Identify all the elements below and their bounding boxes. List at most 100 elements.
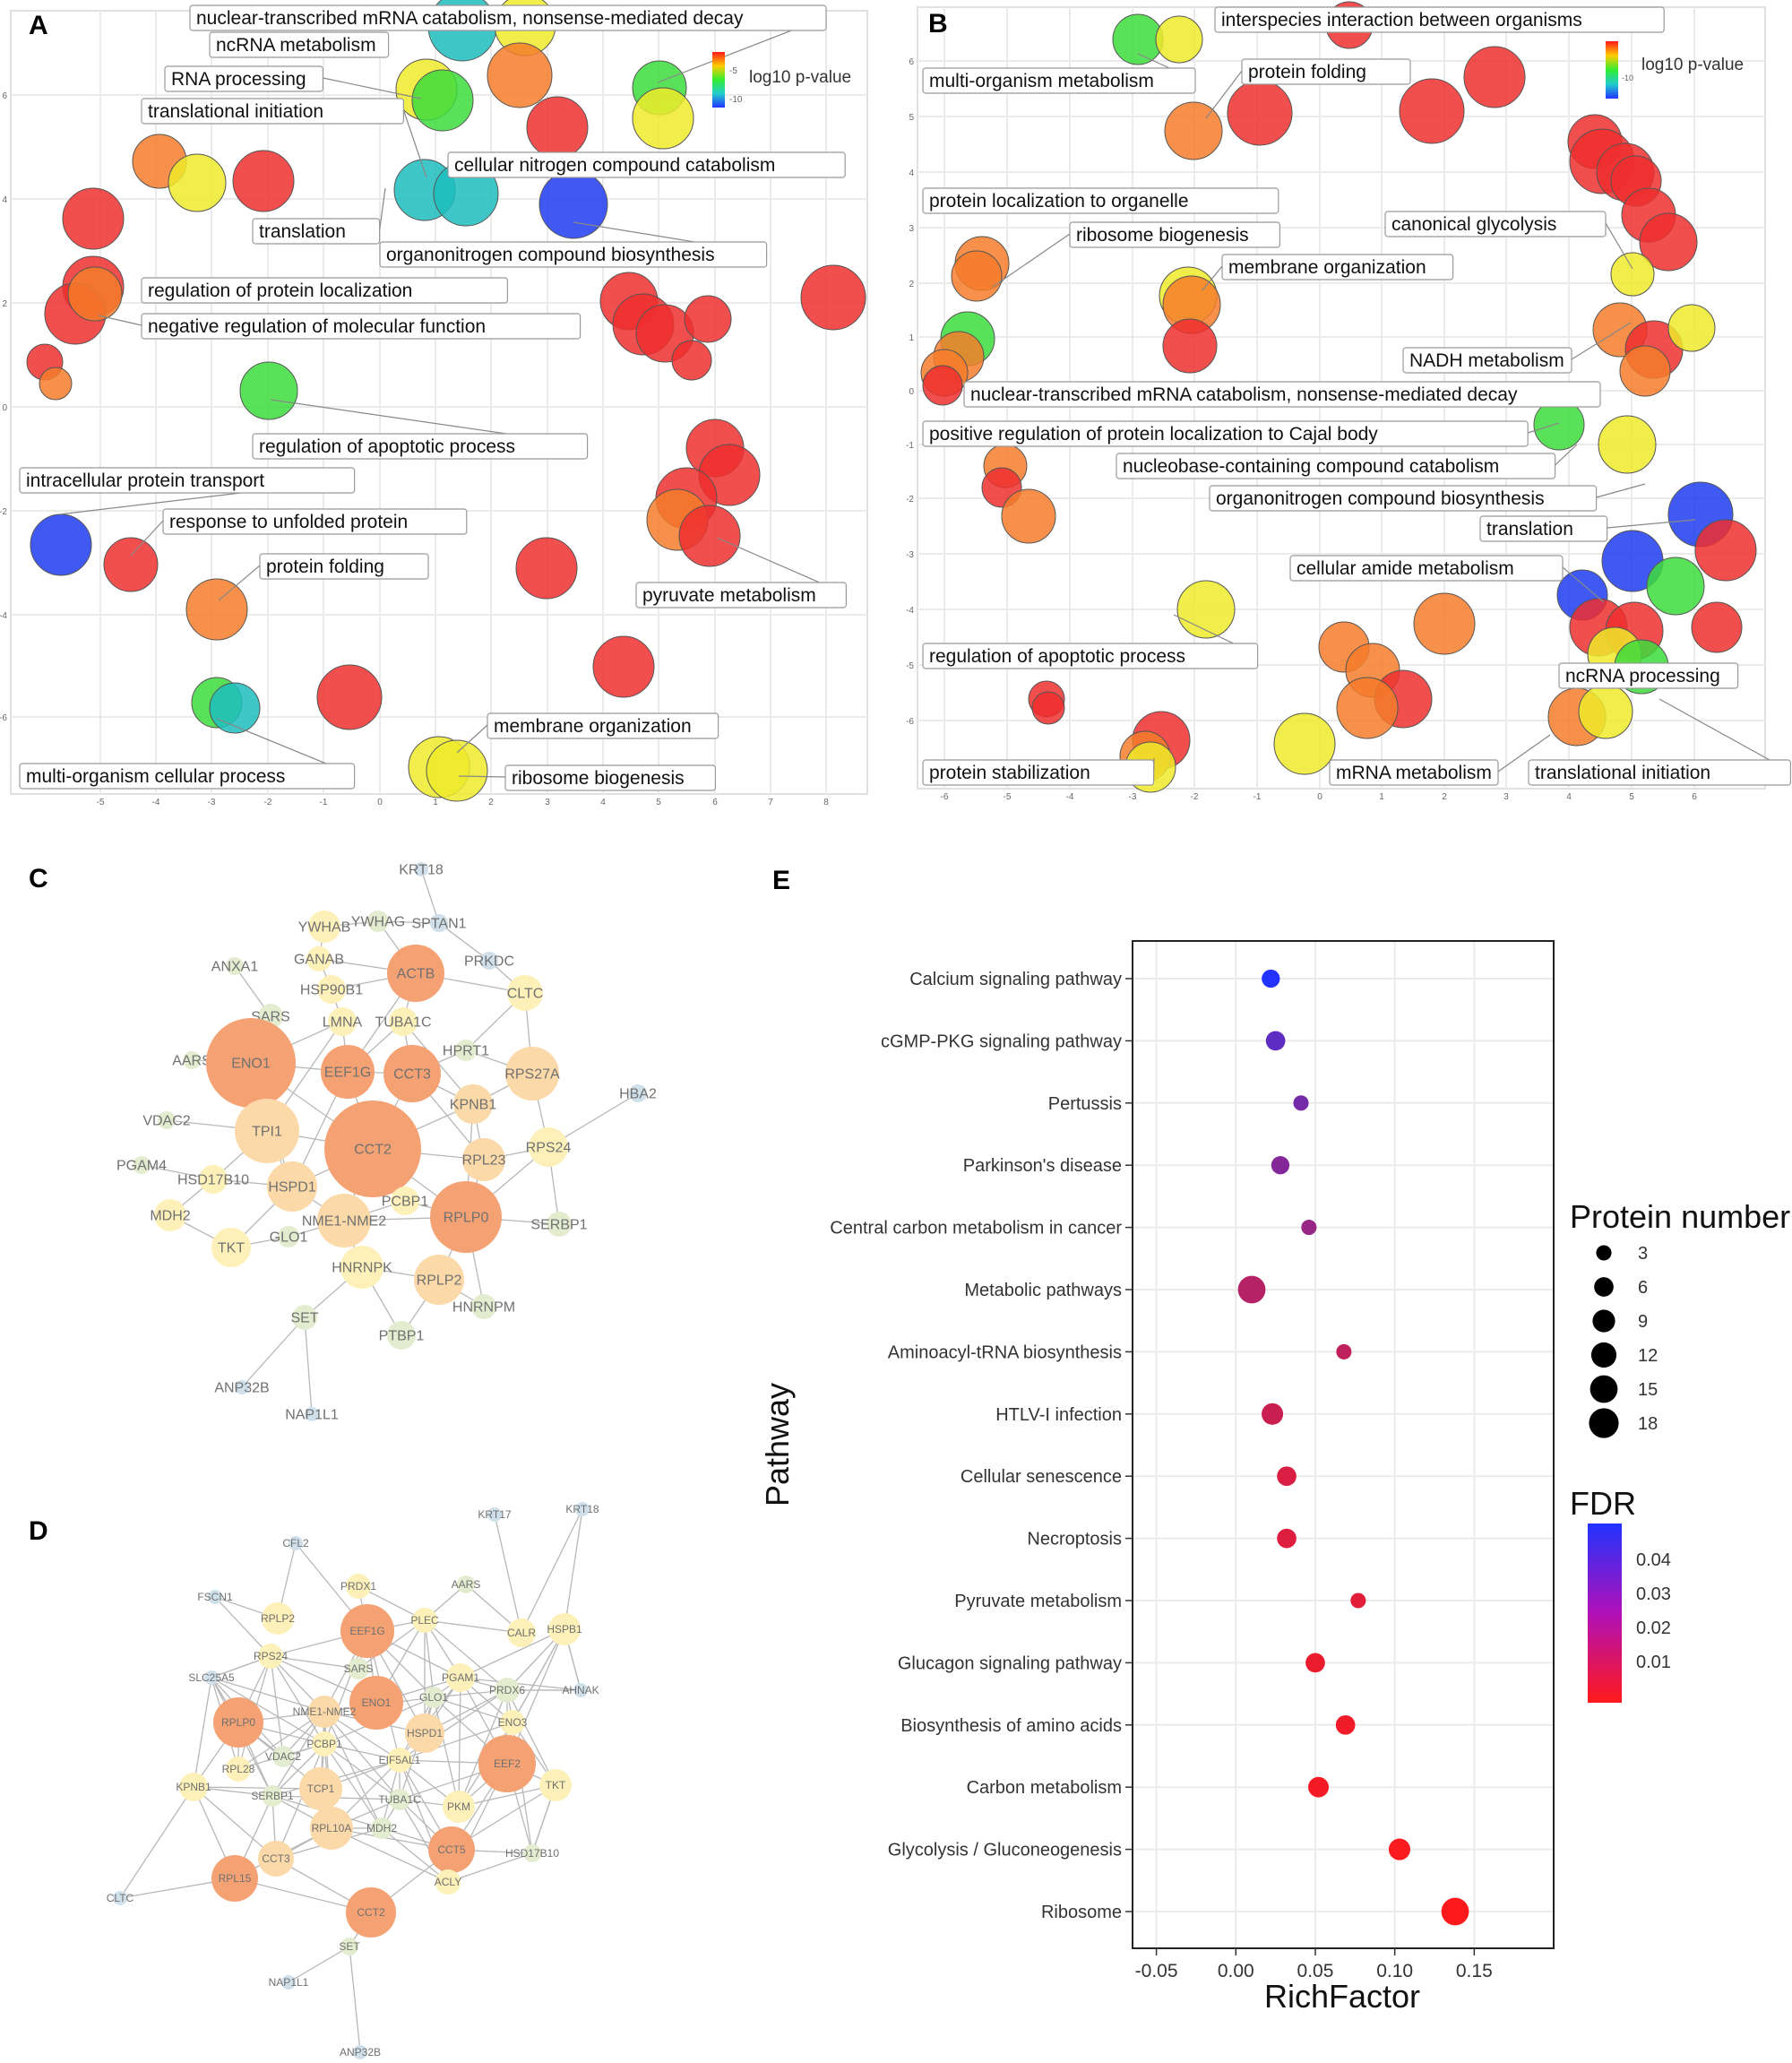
panel-b-label: multi-organism metabolism bbox=[929, 71, 1154, 91]
panel-a-label: response to unfolded protein bbox=[169, 512, 408, 532]
panel-c-node bbox=[387, 945, 444, 1002]
panel-a-x-tick-label: 4 bbox=[600, 798, 606, 807]
panel-d-node bbox=[213, 1697, 263, 1748]
panel-a-label: regulation of apoptotic process bbox=[259, 436, 515, 457]
panel-c-node-label: HBA2 bbox=[619, 1087, 657, 1102]
panel-b-x-tick-label: 3 bbox=[1503, 792, 1509, 802]
panel-b-leader-line bbox=[1528, 422, 1560, 434]
panel-d-node bbox=[340, 1604, 394, 1658]
panel-e-category-label: Glycolysis / Gluconeogenesis bbox=[888, 1841, 1122, 1860]
panel-e-x-tick-label: 0.05 bbox=[1297, 1961, 1334, 1981]
panel-c-node bbox=[629, 1084, 647, 1102]
panel-a-x-tick-label: -1 bbox=[320, 798, 328, 807]
panel-b-y-tick-label: -3 bbox=[906, 550, 914, 560]
panel-e-category-label: Biosynthesis of amino acids bbox=[900, 1716, 1122, 1736]
panel-b-y-tick-label: 6 bbox=[909, 57, 914, 67]
panel-c-node-label: CLTC bbox=[507, 987, 544, 1002]
panel-d-edge bbox=[399, 1722, 513, 1761]
panel-c-edge bbox=[241, 1316, 306, 1388]
panel-c-node bbox=[267, 1161, 317, 1212]
panel-d-node-label: EEF2 bbox=[494, 1757, 521, 1770]
panel-d-node bbox=[389, 1789, 410, 1810]
panel-d-edge bbox=[424, 1619, 522, 1634]
panel-d-node bbox=[262, 1785, 283, 1807]
panel-a-x-tick-label: -4 bbox=[152, 798, 160, 807]
panel-c-node-label: EEF1G bbox=[324, 1066, 371, 1081]
panel-d-node-label: EEF1G bbox=[349, 1625, 384, 1637]
panel-e-color-legend-title: FDR bbox=[1570, 1485, 1636, 1522]
panel-d-node-label: RPS24 bbox=[254, 1650, 288, 1662]
panel-e-grid bbox=[1133, 942, 1553, 1947]
panel-e-point bbox=[1441, 1897, 1469, 1926]
panel-c-node-label: RPS27A bbox=[504, 1067, 560, 1083]
panel-c-node bbox=[235, 1099, 299, 1163]
panel-d-node-label: PLEC bbox=[410, 1614, 439, 1627]
panel-e-category-label: Parkinson's disease bbox=[963, 1156, 1122, 1176]
panel-e-category-label: cGMP-PKG signaling pathway bbox=[881, 1032, 1122, 1051]
panel-d-node bbox=[281, 1975, 296, 1990]
panel-e-category-label: Aminoacyl-tRNA biosynthesis bbox=[888, 1342, 1122, 1362]
panel-b-label: membrane organization bbox=[1228, 257, 1426, 278]
panel-a-label: ribosome biogenesis bbox=[512, 768, 685, 789]
panel-b-label: mRNA metabolism bbox=[1336, 763, 1492, 783]
panel-c-node bbox=[547, 1212, 572, 1237]
panel-a-bubble bbox=[592, 635, 655, 698]
panel-a-leader-line bbox=[130, 520, 164, 557]
panel-c-node bbox=[430, 1181, 502, 1253]
panel-a-label-box bbox=[19, 763, 356, 790]
panel-c-node bbox=[317, 975, 346, 1004]
panel-a-legend-title: log10 p-value bbox=[749, 68, 851, 87]
panel-b-leader-line bbox=[1607, 519, 1696, 529]
panel-b-x-tick-label: 0 bbox=[1317, 792, 1322, 802]
panel-d-edge bbox=[193, 1786, 277, 1860]
panel-c-nodes: KRT18 YWHAB YWHAG SPTAN1 ANXA1 GANAB PRKDC HSP9… bbox=[116, 862, 657, 1423]
panel-d-edge bbox=[271, 1711, 325, 1797]
panel-d-node bbox=[204, 1670, 219, 1685]
panel-b-legend-title: log10 p-value bbox=[1641, 56, 1744, 74]
panel-b-bubble bbox=[1273, 712, 1336, 775]
panel-d-node-label: EIF5AL1 bbox=[379, 1754, 421, 1766]
panel-d-node-label: RPL10A bbox=[312, 1822, 352, 1834]
panel-a-bubbles bbox=[26, 0, 866, 802]
panel-d-edge bbox=[193, 1677, 212, 1788]
panel-e-point bbox=[1277, 1528, 1297, 1549]
panel-b-bubble bbox=[1399, 78, 1465, 144]
panel-e-category-label: Calcium signaling pathway bbox=[909, 970, 1122, 989]
panel-a-label-box bbox=[259, 553, 429, 580]
panel-b-label-box bbox=[1528, 759, 1791, 786]
panel-d-edge bbox=[288, 1946, 350, 1983]
panel-b-label: ribosome biogenesis bbox=[1076, 225, 1249, 246]
panel-d-node bbox=[500, 1710, 525, 1735]
panel-a-label: pyruvate metabolism bbox=[642, 585, 816, 606]
panel-d-node-label: RPLP0 bbox=[221, 1716, 255, 1729]
panel-c-node-label: ENO1 bbox=[231, 1057, 271, 1072]
panel-d-node bbox=[495, 1678, 520, 1703]
panel-e-point bbox=[1308, 1776, 1329, 1798]
panel-d-node bbox=[308, 1696, 340, 1728]
panel-b-bubble bbox=[1619, 345, 1671, 397]
panel-d-node bbox=[226, 1757, 251, 1782]
panel-b-x-tick-label: 6 bbox=[1692, 792, 1697, 802]
panel-e-point bbox=[1350, 1593, 1366, 1609]
panel-b-bubble bbox=[1164, 101, 1223, 160]
panel-b-x-tick-label: -4 bbox=[1066, 792, 1074, 802]
panel-d-node bbox=[353, 2045, 367, 2059]
panel-d-node bbox=[487, 1507, 502, 1522]
panel-b-label: protein localization to organelle bbox=[929, 191, 1189, 211]
panel-e-point bbox=[1277, 1466, 1297, 1487]
panel-b-label-box bbox=[1402, 347, 1572, 374]
panel-a-label: multi-organism cellular process bbox=[26, 766, 285, 787]
panel-d: D KRT17 KRT18 CFL2 PRDX1 AARS FSCN1 RPLP2 EEF1G… bbox=[29, 1502, 599, 2059]
panel-d-node-label: TKT bbox=[546, 1779, 566, 1791]
panel-c-node-label: HPRT1 bbox=[443, 1044, 489, 1059]
panel-c-node bbox=[317, 1194, 371, 1247]
panel-d-node-label: TUBA1C bbox=[378, 1793, 421, 1806]
panel-d-node-label: ANP32B bbox=[340, 2046, 381, 2059]
panel-a-label: membrane organization bbox=[494, 716, 692, 737]
panel-a-label-box bbox=[447, 151, 846, 178]
panel-a-bubble bbox=[30, 514, 92, 576]
panel-e-point bbox=[1335, 1714, 1356, 1735]
panel-c-node bbox=[462, 1138, 505, 1181]
panel-b-label-box bbox=[922, 759, 1155, 786]
